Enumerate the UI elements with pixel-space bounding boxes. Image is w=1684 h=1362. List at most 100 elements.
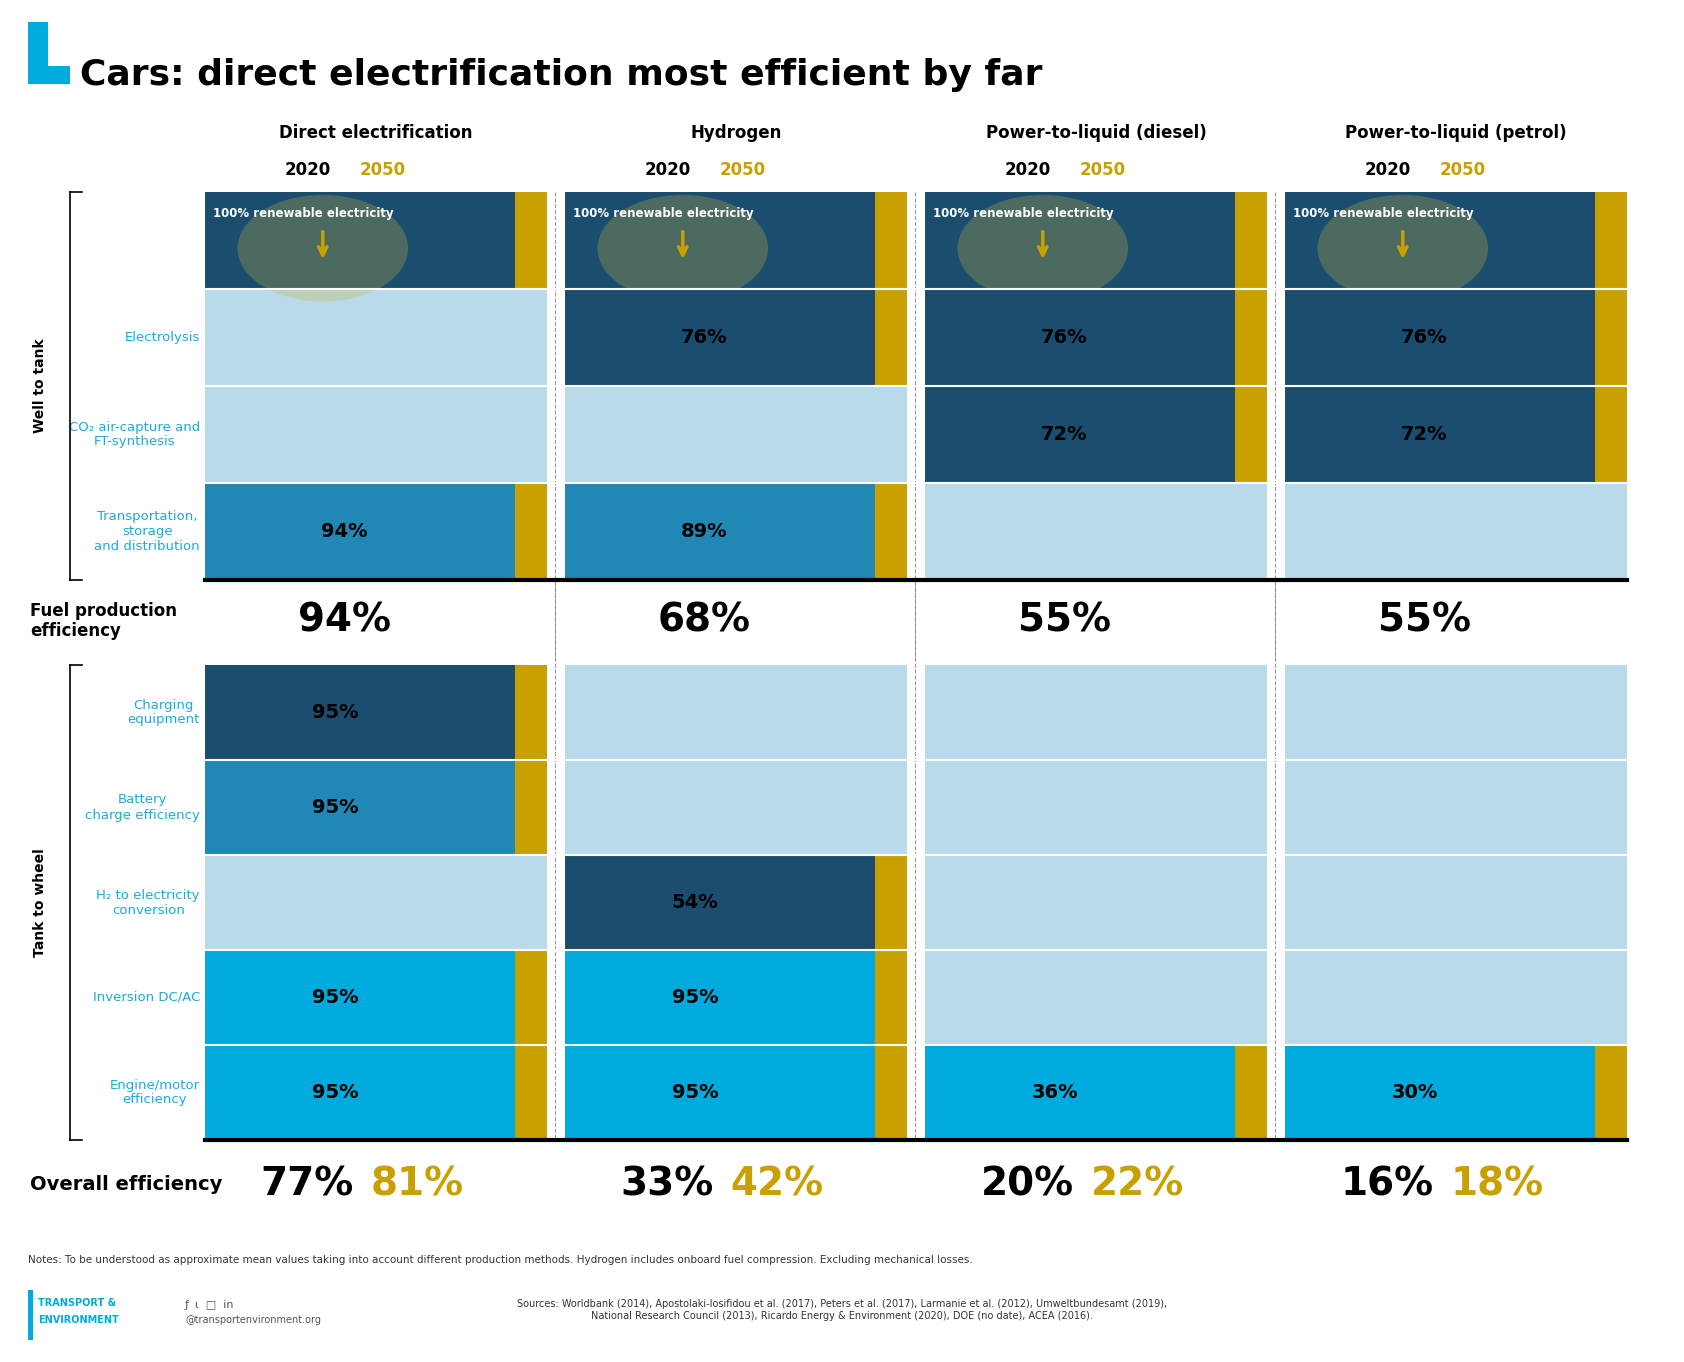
Bar [1595,385,1627,484]
Bar [1595,192,1627,289]
Text: 36%: 36% [1032,1083,1078,1102]
Text: 95%: 95% [312,798,359,817]
Text: 22%: 22% [1091,1166,1184,1204]
Text: 100% renewable electricity: 100% renewable electricity [212,207,394,221]
Bar [925,385,1266,484]
Text: 94%: 94% [322,522,367,541]
Bar [515,1045,547,1140]
Bar [515,760,547,855]
Bar [925,951,1266,1045]
Text: 33%: 33% [621,1166,714,1204]
Text: Cars: direct electrification most efficient by far: Cars: direct electrification most effici… [81,59,1042,93]
Text: 95%: 95% [672,987,719,1007]
Ellipse shape [1317,195,1489,301]
Bar [925,385,1234,484]
Bar [566,385,908,484]
Bar [925,665,1266,760]
Text: 94%: 94% [298,602,391,640]
Bar [876,951,908,1045]
Text: Well to tank: Well to tank [34,339,47,433]
Bar [205,289,547,385]
Bar [1285,192,1595,289]
Text: Notes: To be understood as approximate mean values taking into account different: Notes: To be understood as approximate m… [29,1254,973,1265]
Bar [1234,192,1266,289]
Bar [1285,385,1627,484]
Text: H₂ to electricity
conversion: H₂ to electricity conversion [96,888,200,917]
Text: 100% renewable electricity: 100% renewable electricity [933,207,1113,221]
Text: 81%: 81% [370,1166,463,1204]
Text: CO₂ air-capture and
FT-synthesis: CO₂ air-capture and FT-synthesis [69,421,200,448]
Text: 76%: 76% [1041,328,1088,347]
Bar [1285,665,1627,760]
Bar [205,855,547,951]
Text: @transportenvironment.org: @transportenvironment.org [185,1314,322,1325]
Bar [1234,1045,1266,1140]
Bar [1595,289,1627,385]
Bar [205,665,515,760]
Bar [925,192,1234,289]
Bar [1234,289,1266,385]
Text: 18%: 18% [1450,1166,1544,1204]
Bar [876,855,908,951]
Bar [566,760,908,855]
Bar [925,855,1266,951]
Bar [29,1290,34,1340]
Text: 42%: 42% [731,1166,823,1204]
Bar [925,760,1266,855]
Text: 95%: 95% [672,1083,719,1102]
Bar [205,385,547,484]
Text: 72%: 72% [1401,425,1448,444]
Bar [876,484,908,580]
Text: 2020: 2020 [285,161,330,178]
Text: 95%: 95% [312,1083,359,1102]
Text: 16%: 16% [1340,1166,1433,1204]
Text: ƒ  ι  □  in: ƒ ι □ in [185,1299,234,1310]
Text: Power-to-liquid (diesel): Power-to-liquid (diesel) [985,124,1206,142]
Text: 2050: 2050 [1440,161,1485,178]
Bar [1285,1045,1627,1140]
Text: 2050: 2050 [1079,161,1125,178]
Text: Tank to wheel: Tank to wheel [34,849,47,957]
Text: 77%: 77% [261,1166,354,1204]
Text: 68%: 68% [658,602,751,640]
Bar [1285,951,1627,1045]
Bar [566,951,876,1045]
Bar [566,665,908,760]
Ellipse shape [598,195,768,301]
Bar [205,1045,515,1140]
Text: 100% renewable electricity: 100% renewable electricity [1293,207,1474,221]
Text: 2020: 2020 [1004,161,1051,178]
Text: 55%: 55% [1378,602,1472,640]
Bar [925,1045,1234,1140]
Bar [515,484,547,580]
Text: 76%: 76% [1401,328,1448,347]
Bar [205,484,547,580]
Bar [566,484,908,580]
Text: Transportation,
storage
and distribution: Transportation, storage and distribution [94,509,200,553]
Text: 2020: 2020 [645,161,690,178]
Text: 76%: 76% [682,328,727,347]
Bar [205,484,515,580]
Bar [49,22,71,65]
Bar [1234,385,1266,484]
Bar [205,951,547,1045]
Text: 95%: 95% [312,987,359,1007]
Bar [1285,289,1595,385]
Text: Engine/motor
efficiency: Engine/motor efficiency [109,1079,200,1106]
Text: TRANSPORT &: TRANSPORT & [39,1298,116,1308]
Bar [205,1045,547,1140]
Text: Direct electrification: Direct electrification [280,124,473,142]
Bar [1595,1045,1627,1140]
Bar [925,484,1266,580]
Bar [566,855,908,951]
Bar [876,1045,908,1140]
Bar [925,1045,1266,1140]
Bar [876,192,908,289]
Bar [566,951,908,1045]
Text: Sources: Worldbank (2014), Apostolaki-Iosifidou et al. (2017), Peters et al. (20: Sources: Worldbank (2014), Apostolaki-Io… [517,1299,1167,1321]
Bar [29,22,71,84]
Bar [925,289,1266,385]
Text: 2050: 2050 [719,161,765,178]
Text: Power-to-liquid (petrol): Power-to-liquid (petrol) [1346,124,1566,142]
Bar [205,760,547,855]
